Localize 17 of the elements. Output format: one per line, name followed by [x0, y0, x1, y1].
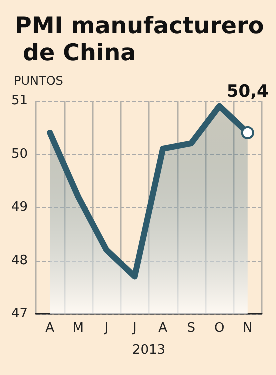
y-tick-label: 48 [11, 253, 28, 268]
x-tick-label: M [72, 321, 84, 336]
x-axis-title: 2013 [132, 343, 166, 358]
x-tick-label: A [46, 321, 55, 336]
x-tick-label: J [104, 321, 109, 336]
x-tick-label: A [158, 321, 168, 336]
x-tick-label: S [187, 321, 196, 336]
y-tick-label: 47 [11, 306, 28, 322]
x-tick-label: J [132, 321, 137, 336]
annotation: 50,4 [226, 82, 270, 102]
y-tick-label: 49 [11, 200, 28, 215]
y-tick-label: 50 [11, 146, 28, 162]
y-tick-label: 51 [11, 94, 28, 108]
y-axis-title: PUNTOS [14, 74, 64, 88]
chart-title: PMI manufacturero de China [15, 14, 264, 66]
x-tick-label: N [243, 321, 253, 336]
x-tick-label: O [214, 321, 225, 336]
